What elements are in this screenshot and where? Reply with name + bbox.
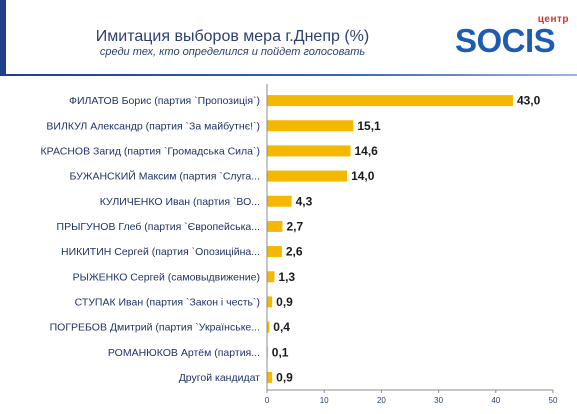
x-tick-label-1: 10	[320, 396, 329, 405]
value-label-2: 14,6	[355, 144, 379, 158]
bar-2	[267, 145, 351, 157]
category-label-10: РОМАНЮКОВ Артём (партия...	[108, 347, 260, 359]
value-label-6: 2,6	[286, 245, 303, 259]
socis-logo: центр SOCIS	[453, 14, 575, 62]
category-label-7: РЫЖЕНКО Сергей (самовыдвижение)	[73, 271, 260, 283]
bar-3	[267, 170, 348, 182]
bar-6	[267, 246, 282, 258]
value-label-3: 14,0	[351, 169, 375, 183]
category-label-0: ФИЛАТОВ Борис (партия `Пропозиція`)	[69, 95, 260, 107]
bar-11	[267, 371, 273, 383]
chart-title: Имитация выборов мера г.Днепр (%)	[95, 28, 370, 45]
category-label-11: Другой кандидат	[179, 372, 260, 384]
header-stripe	[0, 0, 6, 74]
value-label-7: 1,3	[278, 270, 295, 284]
bar-0	[267, 95, 513, 107]
x-tick-label-3: 30	[434, 396, 443, 405]
x-tick-label-2: 20	[377, 396, 386, 405]
chart-subtitle: среди тех, кто определился и пойдет голо…	[99, 46, 366, 58]
category-label-1: ВИЛКУЛ Александр (партия `За майбутнє!`)	[46, 120, 260, 132]
bar-8	[267, 296, 273, 308]
bar-5	[267, 220, 283, 232]
value-label-8: 0,9	[276, 295, 293, 309]
value-label-10: 0,1	[272, 345, 289, 359]
category-label-8: СТУПАК Иван (партия `Закон і честь`)	[75, 296, 260, 308]
header-divider	[0, 74, 577, 76]
value-label-9: 0,4	[273, 320, 290, 334]
category-label-9: ПОГРЕБОВ Дмитрий (партия `Українське...	[50, 322, 260, 334]
bar-1	[267, 120, 354, 132]
value-label-1: 15,1	[357, 119, 381, 133]
logo-small-text: центр	[537, 14, 569, 25]
value-label-11: 0,9	[276, 370, 293, 384]
bar-4	[267, 195, 292, 207]
x-tick-label-0: 0	[265, 396, 270, 405]
category-label-2: КРАСНОВ Загид (партия `Громадська Сила`)	[41, 145, 260, 157]
category-label-5: ПРЫГУНОВ Глеб (партия `Європейська...	[57, 221, 260, 233]
category-label-6: НИКИТИН Сергей (партия `Опозиційна...	[61, 246, 260, 258]
value-label-0: 43,0	[517, 94, 541, 108]
x-tick-label-4: 40	[491, 396, 500, 405]
category-label-4: КУЛИЧЕНКО Иван (партия `ВО...	[100, 196, 260, 208]
value-label-4: 4,3	[296, 194, 313, 208]
logo-word: SOCIS	[455, 22, 556, 59]
x-tick-label-5: 50	[549, 396, 558, 405]
bar-9	[267, 321, 270, 333]
category-label-3: БУЖАНСКИЙ Максим (партия `Слуга...	[69, 170, 260, 183]
bar-7	[267, 271, 275, 283]
value-label-5: 2,7	[286, 219, 303, 233]
